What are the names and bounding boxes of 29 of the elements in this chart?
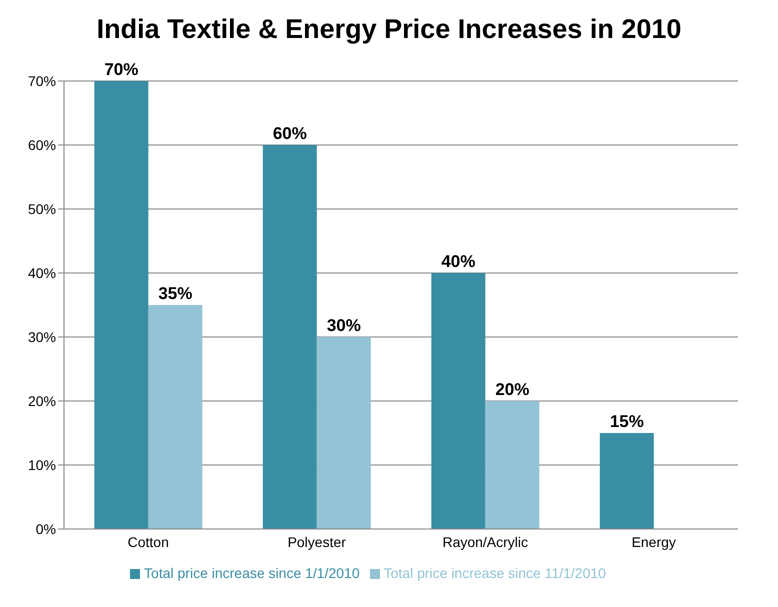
y-tick-label: 60% — [28, 136, 56, 153]
y-tick-label: 20% — [28, 392, 56, 409]
data-label: 15% — [610, 412, 644, 431]
bar — [431, 273, 486, 529]
data-label: 35% — [158, 284, 192, 303]
bar — [600, 433, 654, 529]
bar — [316, 337, 371, 529]
y-tick-label: 0% — [36, 520, 56, 537]
bar — [262, 145, 317, 529]
x-tick-label: Polyester — [288, 534, 346, 550]
bar — [148, 305, 202, 529]
bar — [94, 81, 148, 529]
y-tick-label: 40% — [28, 264, 56, 281]
y-tick-label: 50% — [28, 200, 56, 217]
data-label: 20% — [495, 380, 530, 399]
y-tick-label: 70% — [28, 72, 56, 89]
y-tick-label: 30% — [28, 328, 56, 345]
data-label: 40% — [441, 252, 476, 271]
data-label: 60% — [272, 124, 307, 143]
chart-title: India Textile & Energy Price Increases in 2010 — [96, 14, 682, 45]
legend-label: Total price increase since 11/1/2010 — [384, 565, 606, 581]
legend-label: Total price increase since 1/1/2010 — [144, 565, 360, 581]
y-tick-label: 10% — [28, 456, 56, 473]
data-label: 30% — [326, 316, 361, 335]
data-label: 70% — [104, 60, 138, 79]
x-tick-label: Rayon/Acrylic — [442, 534, 528, 550]
x-tick-label: Cotton — [128, 534, 169, 550]
bar — [485, 401, 540, 529]
x-tick-label: Energy — [632, 534, 676, 550]
